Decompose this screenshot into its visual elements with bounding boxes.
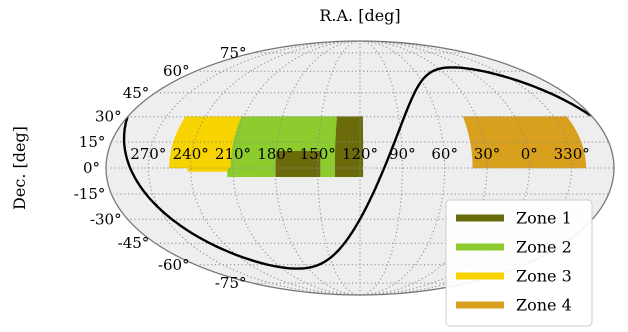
sky-outline bbox=[105, 40, 615, 296]
meridian-gridline bbox=[359, 41, 403, 295]
zone-region bbox=[320, 150, 336, 177]
dec-tick-label: 0° bbox=[83, 159, 100, 177]
dec-tick-label: 15° bbox=[79, 133, 106, 151]
x-axis-label: R.A. [deg] bbox=[319, 6, 400, 25]
ra-tick-label: 60° bbox=[431, 145, 458, 163]
ra-tick-label: 180° bbox=[257, 145, 293, 163]
ra-tick-layer: 270° 240° 210° 180° 150° 120° 90° 60° 30° 0° 330° bbox=[130, 145, 590, 163]
legend-box bbox=[445, 199, 593, 327]
legend: Zone 1 Zone 2 Zone 3 Zone 4 bbox=[445, 199, 593, 327]
meridian-gridline bbox=[274, 41, 361, 295]
ra-tick-label: 240° bbox=[173, 145, 209, 163]
ra-tick-label: 210° bbox=[215, 145, 251, 163]
dec-tick-label: -15° bbox=[74, 185, 106, 203]
ra-tick-label: 270° bbox=[130, 145, 166, 163]
dec-tick-label: -60° bbox=[158, 256, 190, 274]
dec-tick-label: 45° bbox=[123, 84, 150, 102]
legend-items: Zone 1 Zone 2 Zone 3 Zone 4 bbox=[456, 209, 572, 315]
y-axis-label: Dec. [deg] bbox=[10, 126, 29, 210]
ra-tick-label: 0° bbox=[521, 145, 538, 163]
meridian-gridline bbox=[317, 41, 361, 295]
ra-tick-label: 90° bbox=[389, 145, 416, 163]
ra-tick-label: 30° bbox=[474, 145, 501, 163]
dec-tick-label: -75° bbox=[215, 274, 247, 292]
dec-tick-label: 75° bbox=[220, 44, 247, 62]
zone-region bbox=[187, 167, 228, 172]
ra-tick-label: 120° bbox=[342, 145, 378, 163]
meridian-gridline bbox=[359, 41, 446, 295]
meridian-gridline bbox=[190, 41, 361, 295]
dec-tick-layer: 75° 60° 45°30° 15° 0° -15° -30° -45° -60° -75° bbox=[74, 44, 247, 292]
dec-tick-label: 60° bbox=[163, 62, 190, 80]
zone-region bbox=[169, 116, 242, 169]
ra-tick-label: 330° bbox=[554, 145, 590, 163]
galactic-plane-layer bbox=[122, 66, 592, 270]
legend-label: Zone 4 bbox=[516, 296, 572, 315]
ra-tick-label: 150° bbox=[300, 145, 336, 163]
dec-tick-label: -45° bbox=[118, 234, 150, 252]
galactic-plane-line bbox=[122, 66, 592, 270]
legend-label: Zone 3 bbox=[516, 267, 572, 286]
legend-label: Zone 2 bbox=[516, 238, 572, 257]
legend-label: Zone 1 bbox=[516, 209, 572, 228]
dec-tick-label: -30° bbox=[90, 210, 122, 228]
dec-tick-label: 30° bbox=[95, 108, 122, 126]
